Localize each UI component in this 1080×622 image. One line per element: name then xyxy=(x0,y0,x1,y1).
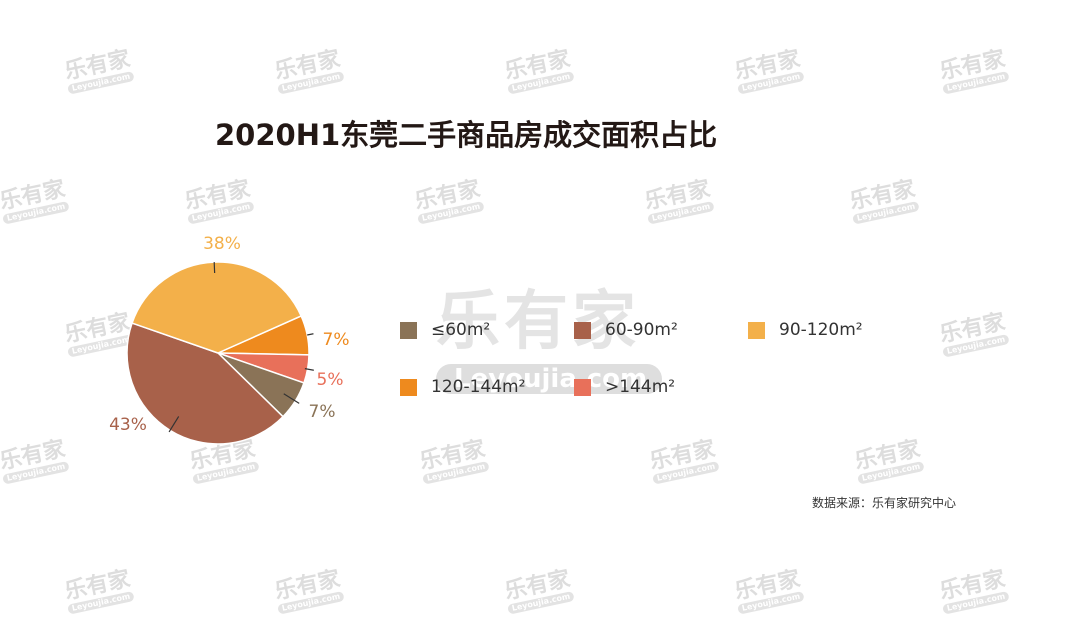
leader-line xyxy=(283,393,300,404)
pie-slice-2 xyxy=(131,261,303,354)
legend-label: 120-144m² xyxy=(431,377,526,397)
data-label: 5% xyxy=(317,370,344,390)
data-label: 38% xyxy=(203,234,241,254)
legend-label: ≤60m² xyxy=(431,320,491,340)
legend-label: 60-90m² xyxy=(605,320,678,340)
legend-item: ≤60m² xyxy=(400,320,490,340)
legend-item: 120-144m² xyxy=(400,377,525,397)
leader-line xyxy=(168,416,180,433)
legend-item: 60-90m² xyxy=(574,320,678,340)
data-source: 数据来源：乐有家研究中心 xyxy=(812,496,957,510)
data-label: 7% xyxy=(309,402,336,422)
legend-item: 90-120m² xyxy=(748,320,863,340)
legend-item: >144m² xyxy=(574,377,675,397)
legend-swatch xyxy=(574,321,591,339)
data-label: 7% xyxy=(323,330,350,350)
legend-swatch xyxy=(400,378,417,396)
center-watermark-logo: 乐有家 Leyoujia.com xyxy=(436,270,662,394)
legend-swatch xyxy=(574,378,591,396)
leader-line xyxy=(307,333,314,336)
legend-label: >144m² xyxy=(605,377,676,397)
legend-swatch xyxy=(748,321,765,339)
leader-line xyxy=(304,368,314,371)
data-label: 43% xyxy=(109,415,147,435)
legend-swatch xyxy=(400,321,417,339)
chart-title: 2020H1东莞二手商品房成交面积占比 xyxy=(215,118,718,152)
legend-label: 90-120m² xyxy=(779,320,863,340)
